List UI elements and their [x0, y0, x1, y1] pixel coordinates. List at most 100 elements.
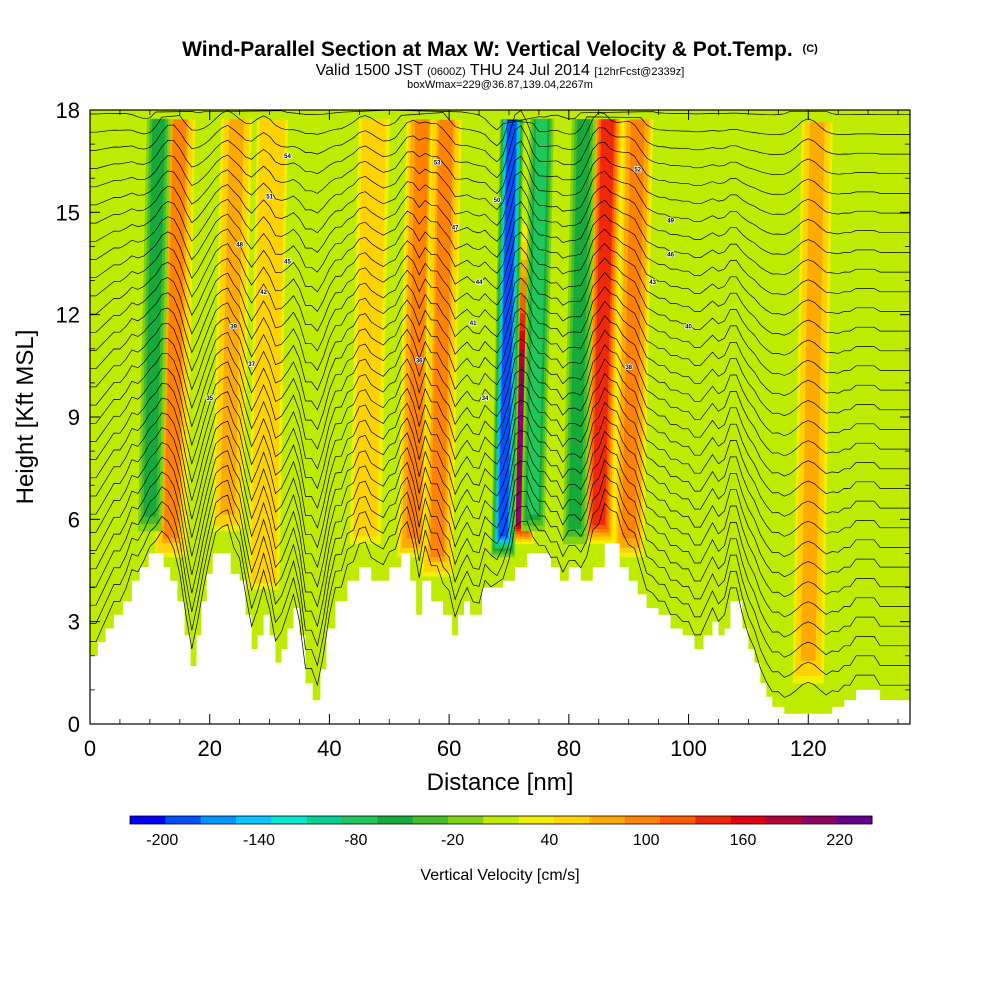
updraft-band-5	[430, 119, 453, 558]
theta-contour-line	[90, 387, 910, 537]
colorbar-frame	[129, 815, 873, 825]
updraft-band-9	[800, 122, 825, 661]
theta-contour-label: 34	[482, 396, 489, 402]
y-axis-label: Height [Kft MSL]	[12, 330, 39, 505]
theta-contour-label: 49	[667, 219, 674, 225]
theta-contour-line	[90, 401, 910, 557]
colorbar-label: -80	[344, 832, 367, 849]
colorbar-label: -140	[243, 832, 275, 849]
x-tick-label: 0	[84, 736, 96, 761]
colorbar-swatch	[271, 816, 308, 824]
theta-contour-line	[90, 459, 910, 638]
colorbar-label: -20	[441, 832, 464, 849]
colorbar-swatch	[730, 816, 767, 824]
colorbar: -200 -140 -80 -20 40 100 160 220	[129, 815, 873, 849]
chart-subtitle: Valid 1500 JST (0600Z) THU 24 Jul 2014 […	[316, 62, 685, 79]
theta-contours	[90, 110, 910, 698]
updraft-band-3	[357, 119, 383, 529]
x-tick-label: 40	[317, 736, 341, 761]
colorbar-swatch	[660, 816, 696, 824]
colorbar-label: 160	[730, 832, 757, 849]
theta-contour-line	[90, 358, 910, 497]
theta-contour-line	[90, 271, 910, 376]
colorbar-label: 40	[541, 832, 559, 849]
chart-title: Wind-Parallel Section at Max W: Vertical…	[182, 38, 818, 61]
theta-contour-label: 39	[230, 324, 237, 330]
x-tick-label: 20	[197, 736, 221, 761]
theta-contour-label: 52	[634, 167, 641, 173]
colorbar-title: Vertical Velocity [cm/s]	[420, 867, 579, 884]
theta-contour-line	[90, 315, 910, 437]
y-tick-label: 15	[56, 200, 80, 225]
theta-contour-label: 54	[284, 154, 291, 160]
theta-contour-label: 47	[452, 225, 459, 231]
colorbar-label: 100	[633, 832, 660, 849]
theta-contour-label: 42	[260, 290, 267, 296]
theta-contour-line	[90, 228, 910, 316]
colorbar-swatch	[130, 816, 166, 824]
x-tick-label: 100	[670, 736, 707, 761]
colorbar-swatch	[624, 816, 661, 824]
theta-contour-line	[90, 502, 910, 698]
updraft-band-7	[592, 119, 615, 526]
theta-contour-line	[90, 155, 910, 215]
x-axis-label: Distance [nm]	[427, 769, 574, 796]
colorbar-swatch	[518, 816, 555, 824]
theta-contour-label: 46	[667, 253, 674, 259]
updraft-band-0	[164, 119, 187, 539]
y-tick-label: 3	[68, 610, 80, 635]
theta-contour-line	[90, 416, 910, 578]
theta-contour-label: 38	[625, 365, 632, 371]
downdraft-band-2	[527, 118, 548, 515]
colorbar-swatch	[836, 816, 873, 824]
colorbar-swatch	[306, 816, 343, 824]
colorbar-swatch	[589, 816, 626, 824]
downdraft-band-3	[568, 119, 591, 529]
theta-contour-line	[90, 300, 910, 417]
theta-contour-label: 53	[434, 161, 441, 167]
theta-contour-label: 43	[649, 280, 656, 286]
theta-contour-label: 44	[476, 280, 483, 286]
theta-contour-label: 36	[416, 358, 423, 364]
y-tick-label: 6	[68, 507, 80, 532]
theta-contour-line	[90, 329, 910, 457]
theta-contour-line	[90, 473, 910, 658]
colorbar-swatch	[412, 816, 449, 824]
theta-contour-label: 41	[470, 321, 477, 327]
theta-contour-line	[90, 170, 910, 235]
downdraft-band-0	[143, 118, 166, 517]
theta-contour-label: 37	[248, 362, 255, 368]
theta-contour-line	[90, 488, 910, 678]
x-tick-label: 120	[790, 736, 827, 761]
colorbar-label: -200	[146, 832, 178, 849]
x-axis: 0 20 40 60 80 100 120	[84, 110, 899, 761]
theta-contour-line	[90, 445, 910, 618]
y-tick-label: 18	[56, 98, 80, 123]
theta-contour-line	[90, 214, 910, 296]
theta-contour-line	[90, 110, 910, 131]
colorbar-swatch	[236, 816, 272, 824]
theta-contour-line	[90, 372, 910, 517]
chart-subtitle-box-wmax: boxWmax=229@36.87,139.04,2267m	[407, 79, 593, 91]
y-tick-label: 0	[68, 712, 80, 737]
theta-contour-line	[90, 110, 910, 163]
theta-contour-label: 48	[236, 242, 243, 248]
theta-contour-line	[90, 430, 910, 598]
colorbar-swatch	[483, 816, 520, 824]
colorbar-label: 220	[826, 832, 853, 849]
colorbar-swatch	[200, 816, 237, 824]
theta-contour-label: 35	[206, 396, 213, 402]
colorbar-swatch	[695, 816, 732, 824]
theta-contour-line	[90, 199, 910, 276]
theta-contour-line	[90, 110, 910, 147]
theta-contour-line	[90, 286, 910, 396]
theta-contour-line	[90, 140, 910, 195]
colorbar-swatch	[448, 816, 484, 824]
colorbar-swatch	[766, 816, 802, 824]
theta-contour-label: 51	[266, 195, 273, 201]
theta-contour-label: 40	[685, 324, 692, 330]
updraft-band-4	[406, 119, 429, 539]
x-tick-label: 80	[557, 736, 581, 761]
